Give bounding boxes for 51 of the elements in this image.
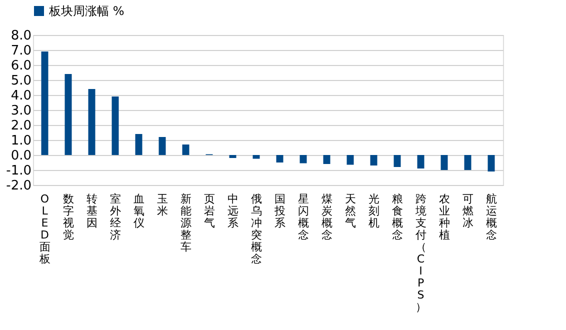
x-tick-label: 国投系 — [273, 192, 286, 230]
y-tick-label: 0.0 — [10, 148, 32, 164]
bar — [464, 155, 472, 170]
y-tick-label: 7.0 — [10, 44, 32, 58]
y-tick-label: 5.0 — [10, 74, 32, 88]
x-tick-label: 粮食概念 — [392, 192, 403, 242]
x-tick-label: 室外经济 — [110, 192, 121, 242]
y-tick-label: 1.0 — [10, 134, 32, 148]
bar — [88, 89, 96, 155]
x-tick-label: 页岩气 — [204, 192, 215, 230]
bar — [158, 137, 166, 155]
y-tick-label: -1.0 — [6, 164, 32, 178]
x-tick-label: 煤炭概念 — [321, 192, 332, 242]
bar — [229, 155, 236, 158]
x-tick-label: 天然气 — [344, 192, 356, 230]
x-tick-label: 新能源整车 — [180, 192, 192, 254]
bar — [135, 134, 142, 155]
y-tick-label: 6.0 — [10, 58, 32, 74]
bar — [488, 155, 495, 172]
bar — [182, 144, 190, 155]
x-tick-label: 可燃冰 — [462, 192, 474, 230]
x-tick-label: 光刻机 — [368, 192, 380, 230]
y-tick-label: 3.0 — [10, 104, 32, 118]
bar — [370, 155, 378, 166]
bar — [346, 155, 354, 165]
y-tick-label: 4.0 — [10, 88, 32, 104]
x-tick-label: 农业种植 — [438, 192, 450, 242]
y-tick-label: 8.0 — [10, 28, 32, 44]
bar — [112, 96, 119, 155]
x-tick-label: 数字视觉 — [62, 192, 74, 242]
legend-label: 板块周涨幅 % — [48, 4, 124, 18]
bar — [323, 155, 330, 164]
bar — [300, 155, 307, 164]
y-tick-label: 2.0 — [10, 118, 32, 134]
bar — [41, 52, 48, 155]
x-tick-label: 航运概念 — [486, 192, 497, 242]
x-tick-label: 中远系 — [227, 192, 238, 230]
bar — [417, 155, 424, 168]
x-tick-label: 转基因 — [86, 192, 98, 230]
x-tick-label: 俄乌冲突概念 — [250, 192, 262, 266]
x-tick-label: 血氧仪 — [133, 192, 144, 230]
x-tick-label: 星闪概念 — [298, 192, 309, 242]
bar — [394, 155, 401, 167]
x-tick-label: OLED面板 — [38, 192, 50, 266]
x-tick-label: 玉米 — [156, 192, 168, 218]
y-tick-label: -2.0 — [6, 178, 32, 194]
bar — [252, 155, 260, 159]
bar — [276, 155, 284, 162]
bar — [64, 74, 72, 155]
category-label: 跨境支付（CIPS） — [415, 192, 426, 314]
bar — [440, 155, 448, 170]
